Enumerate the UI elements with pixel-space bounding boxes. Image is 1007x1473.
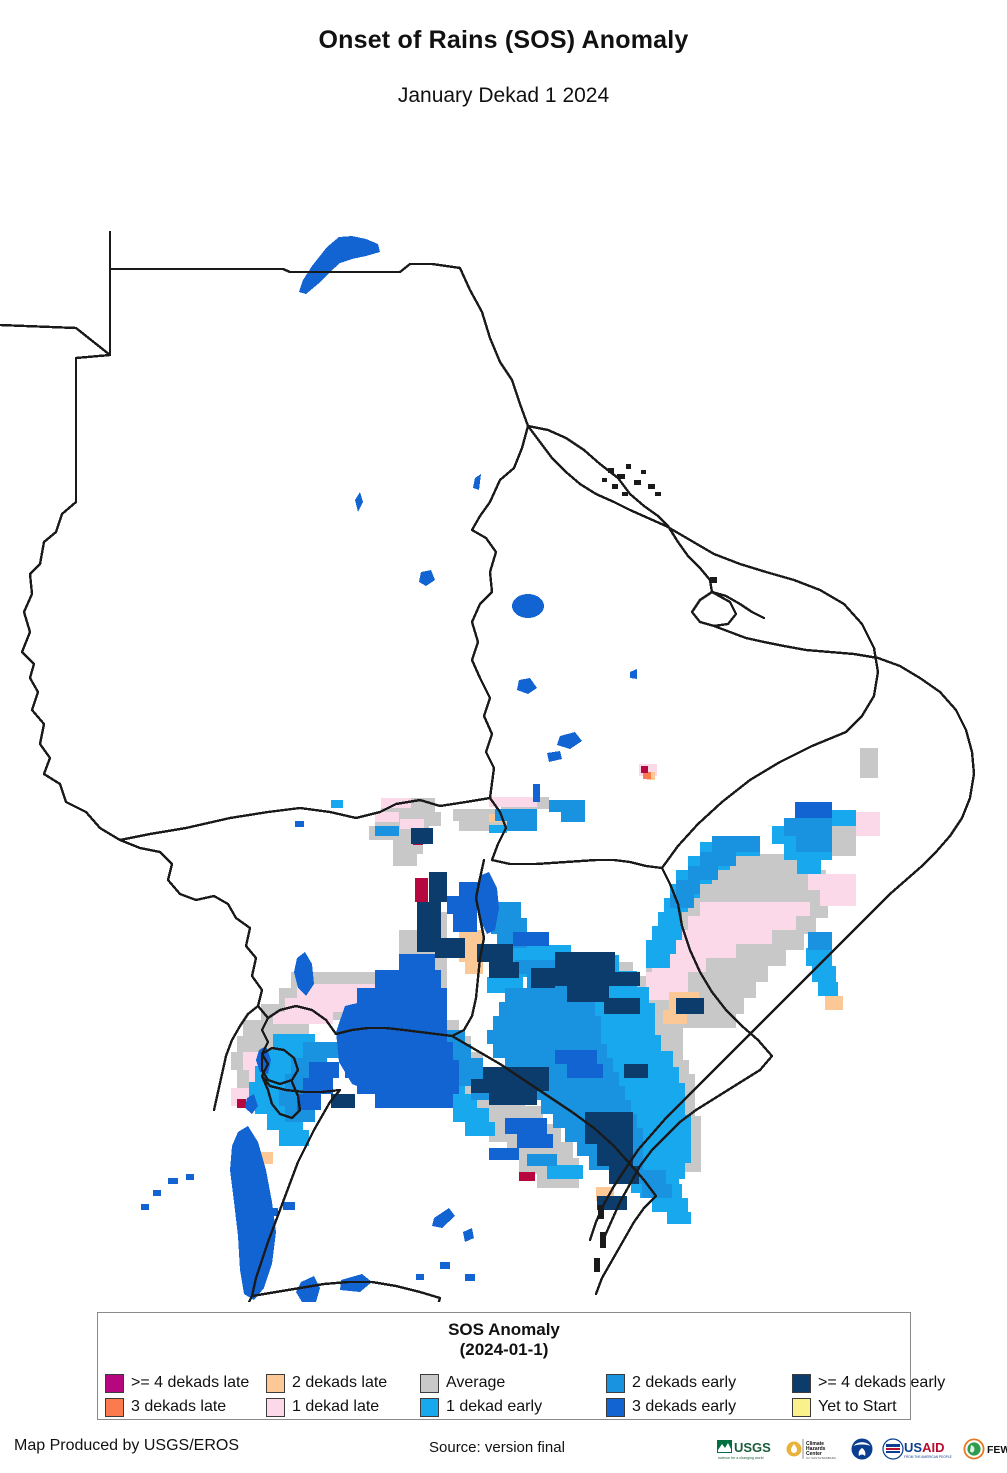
anomaly-raster-layer [231, 748, 880, 1224]
svg-text:USGS: USGS [734, 1440, 771, 1455]
legend-label: 2 dekads early [632, 1374, 737, 1391]
legend-title-line2: (2024-01-1) [459, 1340, 549, 1360]
legend-label: 1 dekad early [446, 1398, 543, 1415]
legend-label: 3 dekads early [632, 1398, 737, 1415]
legend-item-2-dekads-early[interactable]: 2 dekads early [606, 1373, 792, 1393]
legend-item-ge-4-dekads-late[interactable]: >= 4 dekads late [105, 1373, 266, 1393]
svg-text:Hazards: Hazards [806, 1446, 826, 1452]
coastal-islands [594, 464, 717, 1272]
logo-strip: USGS science for a changing world Climat… [717, 1434, 1007, 1464]
legend: SOS Anomaly (2024-01-1) >= 4 dekads late… [97, 1312, 945, 1420]
legend-label: >= 4 dekads late [131, 1374, 250, 1391]
legend-label: 3 dekads late [131, 1398, 227, 1415]
map-source: Source: version final [429, 1439, 565, 1456]
footer: Map Produced by USGS/EROS Source: versio… [0, 1428, 1007, 1473]
legend-item-average[interactable]: Average [420, 1373, 606, 1393]
legend-label: >= 4 dekads early [818, 1374, 946, 1391]
legend-swatch [792, 1397, 811, 1417]
legend-item-3-dekads-early[interactable]: 3 dekads early [606, 1397, 792, 1417]
legend-swatch [420, 1397, 439, 1417]
map-credit: Map Produced by USGS/EROS [14, 1437, 239, 1454]
legend-title: SOS Anomaly (2024-01-1) [98, 1313, 910, 1360]
legend-swatch [105, 1373, 124, 1393]
legend-label: 1 dekad late [292, 1398, 380, 1415]
svg-text:science for a changing world: science for a changing world [718, 1456, 764, 1460]
legend-swatch [105, 1397, 124, 1417]
country-borders [0, 230, 976, 1302]
svg-text:USAID: USAID [904, 1440, 944, 1455]
legend-swatch [266, 1397, 285, 1417]
legend-swatch [606, 1373, 625, 1393]
legend-swatch [420, 1373, 439, 1393]
legend-swatch [266, 1373, 285, 1393]
legend-item-2-dekads-late[interactable]: 2 dekads late [266, 1373, 420, 1393]
legend-item-1-dekad-late[interactable]: 1 dekad late [266, 1397, 420, 1417]
legend-items: >= 4 dekads late 3 dekads late 2 dekads … [105, 1371, 945, 1419]
usgs-logo: USGS science for a changing world [717, 1436, 779, 1462]
usaid-logo: USAID FROM THE AMERICAN PEOPLE [882, 1436, 956, 1462]
svg-text:Center: Center [806, 1451, 822, 1457]
legend-item-ge-4-dekads-early[interactable]: >= 4 dekads early [792, 1373, 946, 1393]
legend-swatch [792, 1373, 811, 1393]
page-subtitle: January Dekad 1 2024 [397, 84, 610, 107]
fewsnet-logo: FEWS NET [963, 1436, 1007, 1462]
noaa-logo [849, 1436, 875, 1462]
svg-text:UC SANTA BARBARA: UC SANTA BARBARA [806, 1456, 836, 1460]
legend-title-line1: SOS Anomaly [448, 1320, 560, 1339]
legend-label: Average [446, 1374, 506, 1391]
svg-text:Climate: Climate [806, 1441, 824, 1447]
svg-text:FROM THE AMERICAN PEOPLE: FROM THE AMERICAN PEOPLE [904, 1455, 952, 1459]
page-title: Onset of Rains (SOS) Anomaly [318, 26, 689, 54]
legend-swatch [606, 1397, 625, 1417]
legend-label: Yet to Start [818, 1398, 897, 1415]
map-canvas[interactable] [0, 112, 1007, 1302]
legend-item-yet-to-start[interactable]: Yet to Start [792, 1397, 945, 1417]
legend-label: 2 dekads late [292, 1374, 388, 1391]
svg-text:FEWS NET: FEWS NET [987, 1444, 1007, 1456]
legend-item-1-dekad-early[interactable]: 1 dekad early [420, 1397, 606, 1417]
water-bodies [141, 236, 637, 1302]
legend-item-3-dekads-late[interactable]: 3 dekads late [105, 1397, 266, 1417]
chc-logo: Climate Hazards Center UC SANTA BARBARA [786, 1436, 842, 1462]
